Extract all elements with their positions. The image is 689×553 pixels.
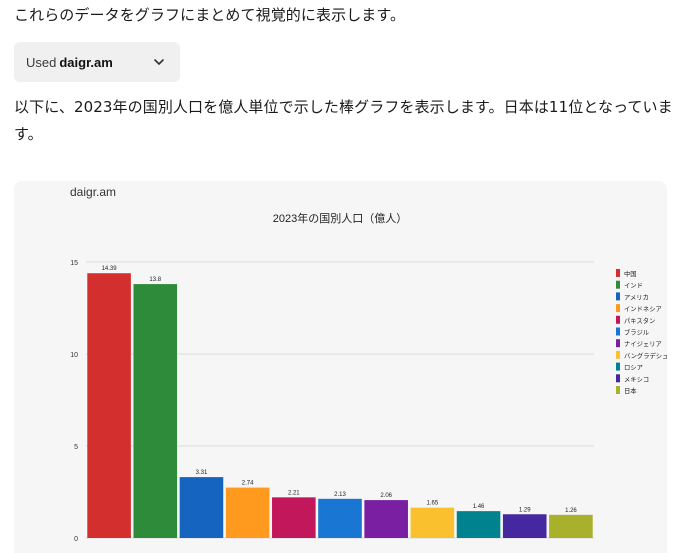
bar-4 — [225, 487, 270, 538]
legend-label: インドネシア — [624, 305, 662, 313]
description-text: 以下に、2023年の国別人口を億人単位で示した棒グラフを表示します。日本は11位… — [14, 98, 673, 143]
legend-swatch — [616, 315, 620, 324]
legend-label: アメリカ — [624, 293, 649, 301]
bar-value-label: 1.29 — [519, 507, 531, 513]
bar-1 — [87, 273, 131, 538]
bar-value-label: 1.46 — [473, 504, 485, 510]
bar-value-label: 2.74 — [242, 481, 254, 487]
bar-2 — [133, 284, 178, 538]
tool-name: daigr.am — [59, 54, 113, 70]
legend-label: メキシコ — [624, 375, 649, 383]
legend-swatch — [616, 339, 620, 348]
bar-value-label: 13.8 — [149, 277, 161, 283]
bar-7 — [364, 500, 408, 538]
legend-swatch — [616, 350, 620, 359]
y-tick-label: 0 — [74, 536, 78, 543]
bar-5 — [272, 497, 316, 538]
legend-swatch — [616, 292, 620, 301]
bar-value-label: 1.65 — [427, 501, 439, 507]
chevron-down-icon — [154, 59, 164, 65]
bar-value-label: 2.06 — [380, 493, 392, 499]
legend-swatch — [616, 386, 620, 394]
legend-label: パキスタン — [624, 316, 655, 325]
legend-swatch — [616, 362, 620, 371]
y-tick-label: 15 — [70, 260, 78, 267]
bar-3 — [179, 477, 224, 538]
y-tick-label: 5 — [74, 444, 78, 451]
bar-value-label: 3.31 — [196, 470, 208, 476]
legend-label: ブラジル — [624, 328, 649, 337]
legend-label: バングラデシュ — [624, 351, 667, 360]
bar-11 — [549, 514, 593, 538]
legend-swatch — [616, 374, 620, 383]
legend-label: ロシア — [624, 364, 643, 372]
bar-8 — [410, 507, 455, 538]
legend-swatch — [616, 304, 620, 313]
legend-label: ナイジェリア — [624, 340, 662, 348]
legend-swatch — [616, 280, 620, 289]
intro-text: これらのデータをグラフにまとめて視覚的に表示します。 — [14, 6, 406, 24]
legend-swatch — [616, 269, 620, 277]
bar-value-label: 2.21 — [288, 490, 300, 496]
bar-value-label: 2.13 — [334, 492, 346, 498]
bar-chart: 2023年の国別人口（億人） 0 5 10 15 14.39 13.8 3.31 2.74 2.2… — [70, 211, 667, 543]
chart-brand: daigr.am — [70, 185, 117, 199]
legend-label: 日本 — [624, 386, 637, 395]
tool-usage-toggle[interactable]: Used daigr.am — [14, 42, 180, 82]
bar-9 — [456, 511, 501, 538]
legend-label: 中国 — [624, 269, 637, 278]
bar-10 — [502, 514, 547, 538]
legend-label: インド — [624, 283, 643, 290]
bar-value-label: 1.26 — [565, 508, 577, 514]
bar-value-label: 14.39 — [102, 266, 118, 272]
chart-card: daigr.am 2023年の国別人口（億人） 0 5 10 15 14.39 13.8 3.… — [14, 181, 667, 553]
chart-title: 2023年の国別人口（億人） — [273, 211, 407, 225]
used-label: Used — [26, 54, 57, 70]
bar-6 — [318, 498, 362, 538]
legend-swatch — [616, 327, 620, 336]
y-tick-label: 10 — [70, 352, 78, 359]
